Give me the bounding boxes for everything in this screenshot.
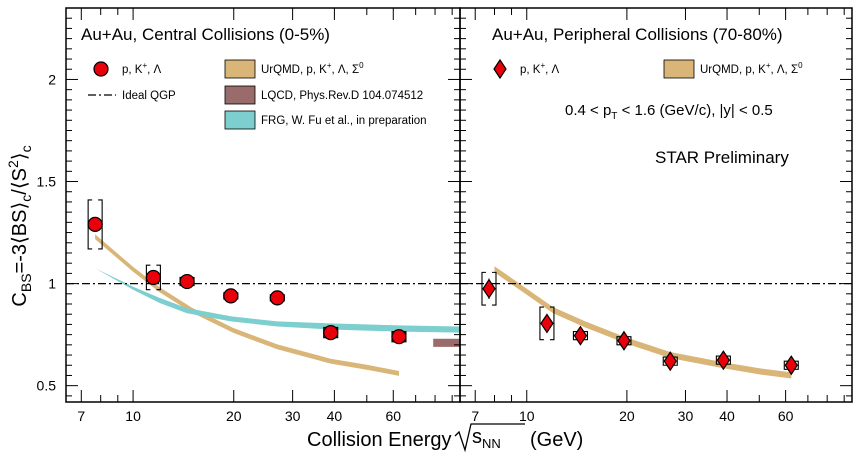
legend-frg-swatch <box>224 110 256 130</box>
y-tick-label: 2 <box>48 71 56 87</box>
band-frg <box>95 268 460 333</box>
sys-error-bracket <box>715 355 731 365</box>
data-point <box>145 264 161 291</box>
legend-data-label-right: p, K+, Λ <box>520 61 560 76</box>
legend-frg-label: FRG, W. Fu et al., in preparation <box>261 115 427 127</box>
data-point <box>616 330 632 351</box>
right-axis-ticks: 7 10 20 30 40 60 <box>460 7 852 424</box>
sys-error-bracket <box>783 360 799 370</box>
band-urqmd <box>95 234 399 376</box>
data-point <box>572 325 588 346</box>
right-legend: p, K+, Λ UrQMD, p, K+, Λ, Σ0 <box>493 58 803 80</box>
x-tick-label: 30 <box>285 408 301 424</box>
data-point <box>223 288 239 304</box>
diamond-marker <box>617 330 631 351</box>
sys-error-bracket <box>481 271 497 306</box>
legend-urqmd-label-right: UrQMD, p, K+, Λ, Σ0 <box>700 61 803 76</box>
x-tick-label: 10 <box>125 408 141 424</box>
data-point <box>323 324 339 341</box>
data-point <box>269 290 285 306</box>
sys-error-bracket <box>539 306 555 341</box>
circle-marker <box>223 288 239 304</box>
x-axis-label: Collision Energy sNN (GeV) <box>307 423 583 453</box>
x-tick-label: 7 <box>77 408 85 424</box>
left-axis-ticks: 7 10 20 30 40 60 0.5 1 1.5 2 <box>37 7 460 424</box>
left-bands <box>95 234 460 376</box>
sys-error-bracket <box>662 356 678 366</box>
sys-error-bracket <box>616 336 632 346</box>
star-preliminary-label: STAR Preliminary <box>655 148 789 167</box>
diamond-marker <box>573 325 588 346</box>
legend-urqmd-swatch-right <box>663 59 695 79</box>
diamond-marker <box>716 350 731 371</box>
x-tick-label: 20 <box>619 408 635 424</box>
right-data-points <box>481 271 799 376</box>
left-panel: 7 10 20 30 40 60 0.5 1 1.5 2 <box>37 7 461 424</box>
circle-marker <box>391 329 407 345</box>
data-point <box>539 306 555 341</box>
left-panel-title: Au+Au, Central Collisions (0-5%) <box>81 25 330 44</box>
x-tick-label: 60 <box>385 408 401 424</box>
svg-text:(GeV): (GeV) <box>530 429 583 451</box>
band-lqcd <box>433 338 460 347</box>
legend-data-label: p, K+, Λ <box>122 61 162 76</box>
legend-ideal-qgp-label: Ideal QGP <box>122 90 176 102</box>
right-plot-frame <box>459 7 853 403</box>
left-data-points <box>87 199 407 345</box>
data-point <box>87 199 103 250</box>
data-point <box>783 355 799 376</box>
y-axis-label: CBS=-3⟨BS⟩c/⟨S2⟩c <box>5 145 34 306</box>
x-tick-label: 60 <box>778 408 794 424</box>
right-panel: 7 10 20 30 40 60 <box>459 7 853 424</box>
legend-urqmd-swatch <box>224 59 256 79</box>
legend-lqcd-label: LQCD, Phys.Rev.D 104.074512 <box>261 90 423 102</box>
legend-diamond-marker <box>493 58 507 80</box>
svg-text:Collision Energy: Collision Energy <box>307 429 452 451</box>
circle-marker <box>145 269 161 286</box>
x-tick-label: 10 <box>519 408 535 424</box>
diamond-marker <box>482 278 496 299</box>
data-point <box>662 351 678 372</box>
legend-lqcd-swatch <box>224 85 256 105</box>
kinematics-annotation: 0.4 < pT < 1.6 (GeV/c), |y| < 0.5 <box>565 102 773 122</box>
x-tick-label: 40 <box>327 408 343 424</box>
x-tick-label: 20 <box>226 408 242 424</box>
diamond-marker <box>663 351 677 372</box>
circle-marker <box>269 290 285 306</box>
circle-marker <box>179 273 195 290</box>
circle-marker <box>323 324 339 341</box>
right-panel-title: Au+Au, Peripheral Collisions (70-80%) <box>492 25 783 44</box>
y-tick-label: 1 <box>48 276 56 292</box>
svg-text:sNN: sNN <box>472 426 501 451</box>
circle-marker <box>87 216 103 232</box>
x-tick-label: 7 <box>471 408 479 424</box>
y-tick-label: 0.5 <box>37 378 57 394</box>
data-point <box>715 350 731 371</box>
data-point <box>391 329 407 345</box>
legend-circle-marker <box>93 61 109 77</box>
diamond-marker <box>540 313 554 334</box>
left-legend: p, K+, Λ Ideal QGP UrQMD, p, K+, Λ, Σ0 L… <box>88 59 427 130</box>
y-tick-label: 1.5 <box>37 174 57 190</box>
legend-urqmd-label: UrQMD, p, K+, Λ, Σ0 <box>261 61 364 76</box>
sys-error-bracket <box>572 331 588 341</box>
x-tick-label: 30 <box>678 408 694 424</box>
data-point <box>481 271 497 306</box>
data-point <box>179 273 195 290</box>
x-tick-label: 40 <box>719 408 735 424</box>
diamond-marker <box>784 355 798 376</box>
